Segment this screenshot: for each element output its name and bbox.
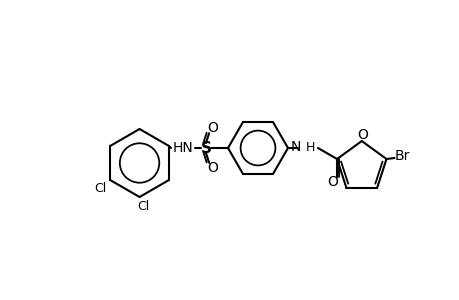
Text: O: O [327, 175, 338, 189]
Text: Br: Br [394, 149, 409, 163]
Text: H: H [305, 140, 315, 154]
Text: Cl: Cl [94, 182, 106, 196]
Text: N: N [290, 140, 300, 154]
Text: S: S [200, 140, 211, 155]
Text: O: O [357, 128, 367, 142]
Text: HN: HN [172, 141, 193, 155]
Text: O: O [207, 161, 218, 175]
Text: O: O [207, 121, 218, 135]
Text: Cl: Cl [137, 200, 149, 212]
